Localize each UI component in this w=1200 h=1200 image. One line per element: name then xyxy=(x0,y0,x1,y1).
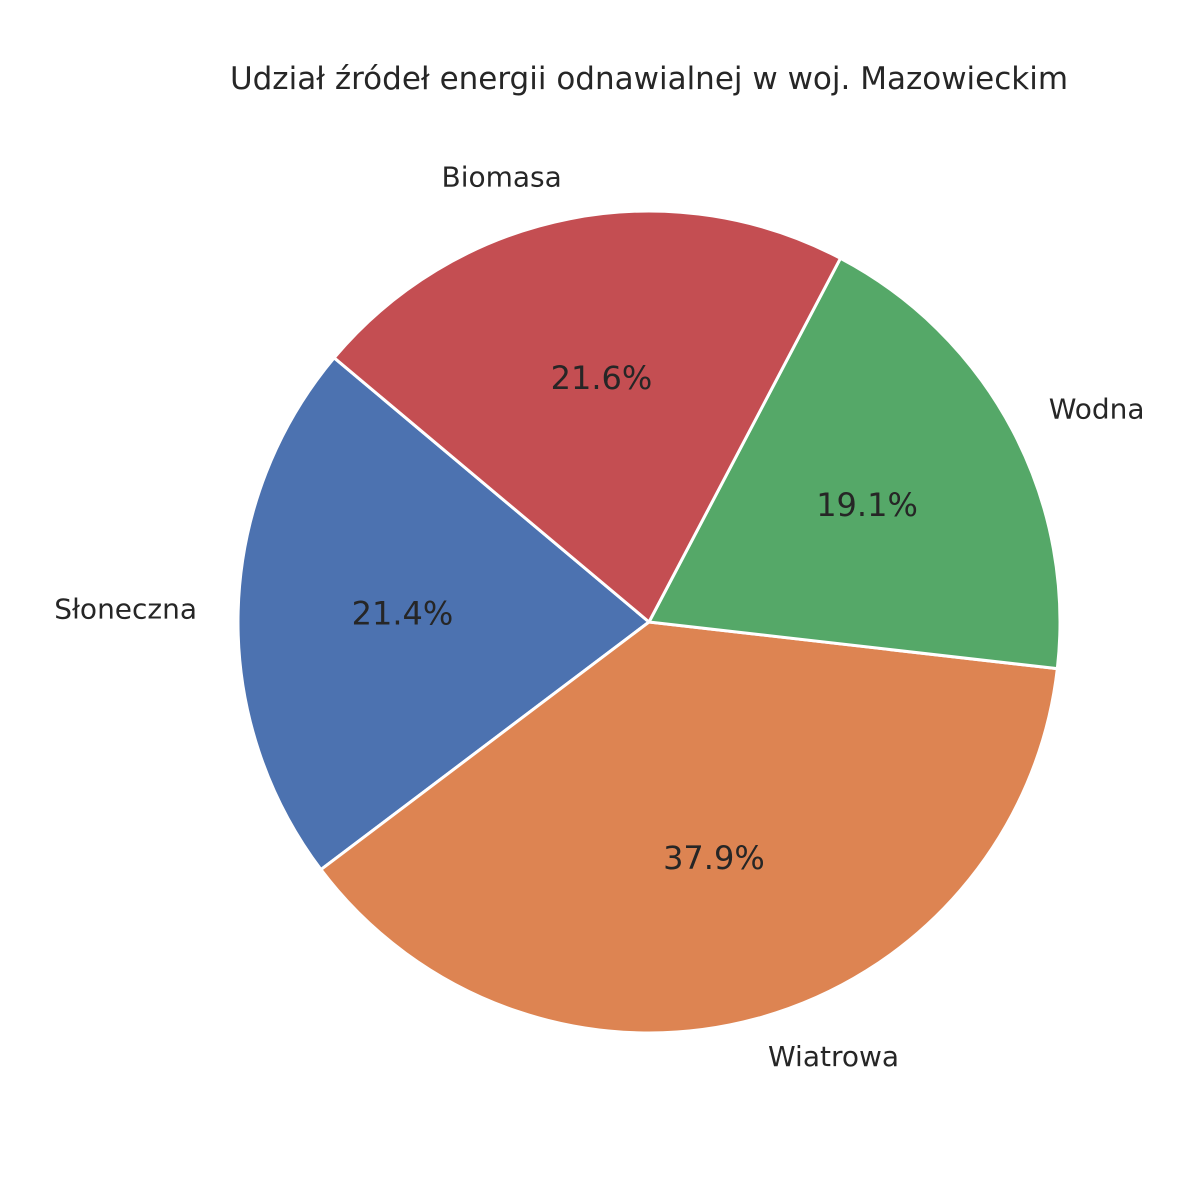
pct-label-wiatrowa: 37.9% xyxy=(663,839,765,877)
pie-slice-sloneczna xyxy=(236,356,651,872)
slice-label-sloneczna: Słoneczna xyxy=(54,592,197,625)
pct-label-wodna: 19.1% xyxy=(816,486,918,524)
pct-label-biomasa: 21.6% xyxy=(551,359,653,397)
pie-slice-wodna xyxy=(647,256,1062,671)
pie-slice-wiatrowa xyxy=(319,620,1059,1035)
pct-label-sloneczna: 21.4% xyxy=(352,595,454,633)
slice-label-biomasa: Biomasa xyxy=(441,160,561,193)
pie-slice-biomasa xyxy=(332,209,842,624)
slice-label-wodna: Wodna xyxy=(1049,393,1145,426)
slice-label-wiatrowa: Wiatrowa xyxy=(768,1040,899,1073)
chart-title: Udział źródeł energii odnawialnej w woj.… xyxy=(230,61,1068,97)
pie-slices xyxy=(236,209,1062,1035)
pie-labels: Słoneczna 21.4% Wiatrowa 37.9% Wodna 19.1% Bio… xyxy=(54,160,1144,1073)
